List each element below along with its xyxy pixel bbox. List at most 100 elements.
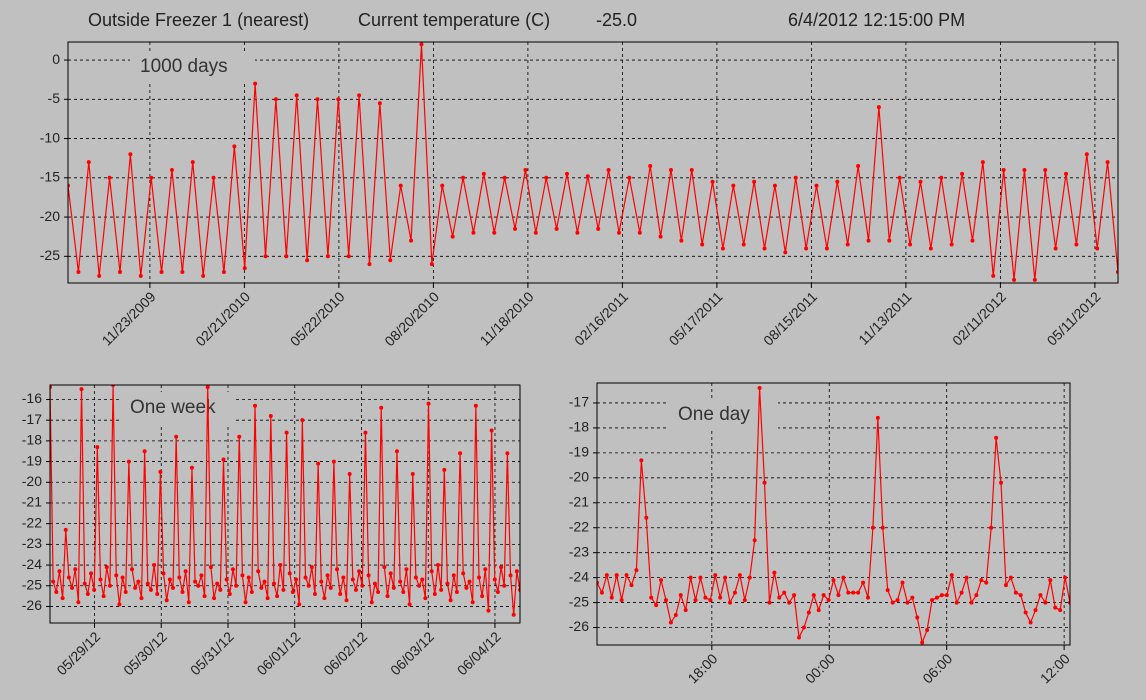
annotation-box	[120, 392, 235, 424]
data-point	[885, 588, 890, 593]
x-tick-label: 12:00	[1037, 650, 1073, 686]
data-point	[159, 270, 164, 275]
data-point	[294, 577, 299, 582]
data-point	[429, 569, 434, 574]
data-point	[376, 589, 381, 594]
data-point	[338, 592, 343, 597]
data-point	[246, 575, 251, 580]
data-point	[199, 573, 204, 578]
data-point	[120, 575, 125, 580]
data-point	[596, 226, 601, 231]
data-point	[253, 403, 258, 408]
data-point	[284, 254, 289, 259]
x-tick-label: 05/22/2010	[287, 288, 348, 349]
data-point	[826, 598, 831, 603]
y-tick-label: 0	[52, 51, 60, 67]
data-point	[900, 580, 905, 585]
data-point	[939, 175, 944, 180]
data-point	[1063, 575, 1068, 580]
data-point	[95, 445, 100, 450]
x-tick-label: 11/18/2010	[477, 288, 537, 348]
data-point	[824, 246, 829, 251]
data-point	[448, 598, 453, 603]
data-point	[659, 578, 664, 583]
data-point	[398, 579, 403, 584]
y-tick-label: -20	[22, 473, 42, 489]
data-point	[668, 620, 673, 625]
data-point	[315, 97, 320, 102]
y-tick-label: -21	[569, 493, 589, 509]
data-point	[688, 575, 693, 580]
data-point	[142, 449, 147, 454]
data-point	[752, 538, 757, 543]
data-point	[678, 593, 683, 598]
data-point	[278, 563, 283, 568]
data-point	[959, 590, 964, 595]
data-point	[180, 270, 185, 275]
data-point	[689, 167, 694, 172]
data-point	[866, 238, 871, 243]
data-point	[994, 435, 999, 440]
data-point	[180, 589, 185, 594]
data-point	[969, 600, 974, 605]
data-point	[171, 585, 176, 590]
y-tick-label: -23	[569, 543, 589, 559]
data-point	[450, 234, 455, 239]
x-tick-label: 06/04/12	[454, 628, 504, 678]
timestamp: 6/4/2012 12:15:00 PM	[788, 10, 965, 30]
y-tick-label: -18	[569, 419, 589, 435]
data-point	[861, 580, 866, 585]
data-point	[762, 480, 767, 485]
data-point	[492, 577, 497, 582]
data-point	[918, 179, 923, 184]
x-tick-label: 05/30/12	[120, 628, 170, 678]
data-point	[708, 598, 713, 603]
y-tick-label: -22	[569, 518, 589, 534]
data-point	[167, 577, 172, 582]
data-point	[895, 598, 900, 603]
data-point	[1013, 590, 1018, 595]
data-point	[747, 575, 752, 580]
data-point	[189, 465, 194, 470]
data-point	[123, 589, 128, 594]
data-point	[202, 594, 207, 599]
data-point	[875, 415, 880, 420]
data-point	[388, 258, 393, 263]
data-point	[336, 97, 341, 102]
data-point	[710, 179, 715, 184]
x-tick-label: 02/11/2012	[949, 288, 1009, 348]
data-point	[344, 598, 349, 603]
y-tick-label: -18	[22, 432, 42, 448]
data-point	[767, 600, 772, 605]
data-point	[989, 525, 994, 530]
data-point	[728, 600, 733, 605]
data-point	[423, 596, 428, 601]
data-point	[322, 596, 327, 601]
data-point	[649, 595, 654, 600]
data-point	[991, 273, 996, 278]
data-point	[60, 596, 65, 601]
data-point	[821, 593, 826, 598]
data-point	[366, 573, 371, 578]
data-point	[476, 575, 481, 580]
y-tick-label: -19	[22, 452, 42, 468]
data-point	[445, 581, 450, 586]
data-point	[703, 595, 708, 600]
annotation-box	[668, 399, 778, 431]
data-point	[454, 589, 459, 594]
data-point	[237, 434, 242, 439]
data-point	[949, 242, 954, 247]
data-point	[417, 583, 422, 588]
data-point	[98, 577, 103, 582]
data-point	[565, 171, 570, 176]
data-point	[742, 598, 747, 603]
data-point	[954, 600, 959, 605]
data-point	[117, 270, 122, 275]
data-point	[136, 579, 141, 584]
data-point	[92, 587, 97, 592]
data-point	[224, 577, 229, 582]
y-tick-label: -15	[40, 169, 60, 185]
data-point	[76, 600, 81, 605]
chart-panel: -16 -17 -18 -19 -20 -21 -22 -23 -24 -25 -26 05/29/1…	[22, 384, 521, 678]
